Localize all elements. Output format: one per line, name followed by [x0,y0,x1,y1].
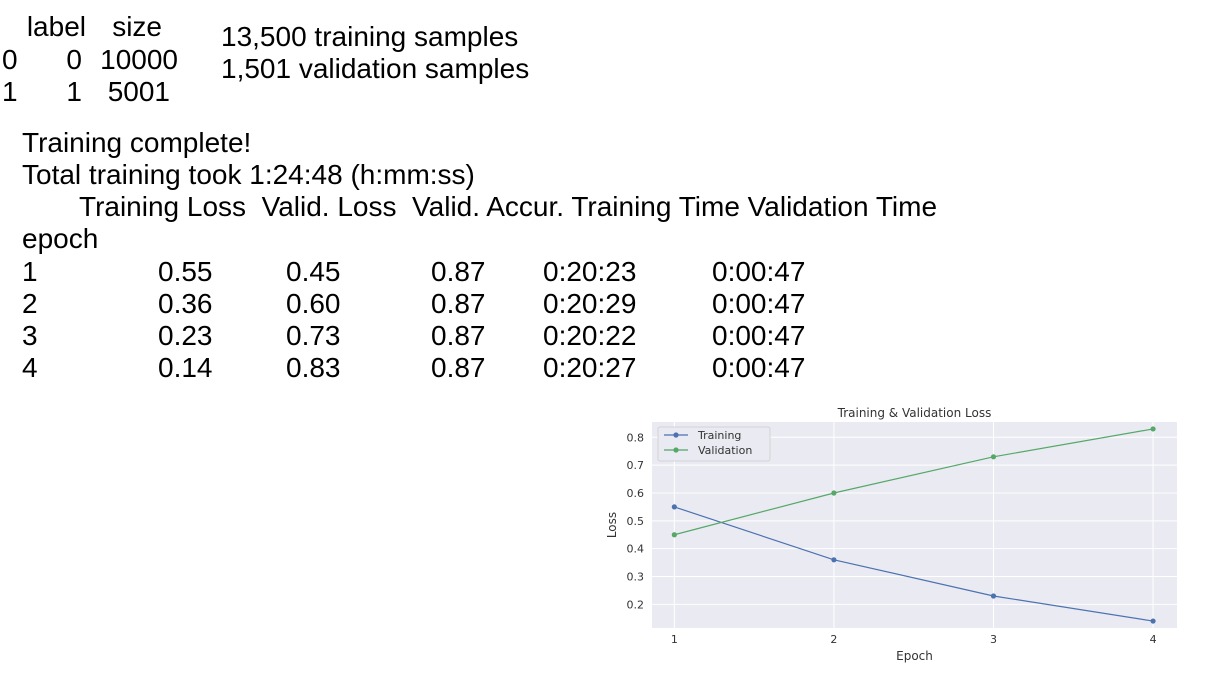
legend-swatch-marker [673,432,679,438]
df-row-index: 1 [2,76,18,107]
legend: Training Validation [657,426,771,462]
y-tick-label: 0.5 [627,515,645,528]
stats-cell-valid-loss: 0.83 [286,352,341,383]
validation-samples-text: 1,501 validation samples [221,53,530,84]
legend-swatch-marker [673,447,679,453]
x-tick-label: 1 [671,633,678,646]
stats-cell-epoch: 1 [22,256,38,287]
df-cell-size: 10000 [100,44,178,75]
stats-cell-train-loss: 0.14 [158,352,213,383]
data-point [1150,618,1156,624]
stats-cell-train-loss: 0.36 [158,288,213,319]
chart-title: Training & Validation Loss [837,406,992,420]
series-layer [671,426,1156,624]
tick-labels: 0.2 0.3 0.4 0.5 0.6 0.7 0.8 1 2 3 4 [627,431,1157,646]
stats-cell-train-time: 0:20:23 [543,256,637,287]
legend-item: Training [664,429,741,442]
legend-item: Validation [664,444,752,457]
stats-cell-train-time: 0:20:29 [543,288,637,319]
stats-cell-valid-loss: 0.60 [286,288,341,319]
training-complete-text: Training complete! [22,127,252,158]
y-tick-label: 0.3 [627,571,645,584]
stats-cell-valid-time: 0:00:47 [712,320,806,351]
stats-cell-valid-accur: 0.87 [431,256,486,287]
y-axis-label: Loss [605,512,619,538]
x-tick-label: 2 [830,633,837,646]
x-tick-label: 3 [990,633,997,646]
y-tick-label: 0.6 [627,487,645,500]
series-training [671,504,1156,624]
stats-index-name: epoch [22,223,99,254]
stats-cell-valid-loss: 0.73 [286,320,341,351]
legend-label: Validation [698,444,752,457]
stats-cell-valid-accur: 0.87 [431,288,486,319]
df-row-index: 0 [2,44,18,75]
data-point [831,490,837,496]
x-axis-label: Epoch [896,649,933,663]
stats-cell-train-loss: 0.55 [158,256,213,287]
stats-cell-epoch: 3 [22,320,38,351]
y-tick-label: 0.4 [627,543,645,556]
loss-line-chart: 0.2 0.3 0.4 0.5 0.6 0.7 0.8 1 2 3 4 Training & Val… [605,406,1177,663]
training-duration-text: Total training took 1:24:48 (h:mm:ss) [22,159,475,190]
data-point [1150,426,1156,432]
df-header-label: label [26,11,86,42]
stats-cell-epoch: 4 [22,352,38,383]
data-point [990,454,997,460]
data-point [831,557,837,563]
stats-cell-valid-accur: 0.87 [431,352,486,383]
data-point [671,504,677,510]
stats-cell-valid-time: 0:00:47 [712,288,806,319]
stats-cell-train-loss: 0.23 [158,320,213,351]
training-samples-text: 13,500 training samples [221,21,519,52]
stats-cell-valid-time: 0:00:47 [712,352,806,383]
series-line [674,506,1154,622]
y-tick-label: 0.8 [627,431,645,444]
stats-cell-valid-loss: 0.45 [286,256,341,287]
stats-cell-valid-accur: 0.87 [431,320,486,351]
df-header-size: size [112,11,162,42]
df-cell-label: 0 [66,44,82,75]
stats-cell-train-time: 0:20:27 [543,352,637,383]
stats-cell-valid-time: 0:00:47 [712,256,806,287]
x-tick-label: 4 [1150,633,1157,646]
df-cell-size: 5001 [107,76,170,107]
y-tick-label: 0.7 [627,459,645,472]
series-validation [671,426,1156,538]
data-point [990,593,997,599]
grid-lines [652,422,1177,628]
y-tick-label: 0.2 [627,598,645,611]
df-cell-label: 1 [66,76,82,107]
data-point [671,532,677,538]
legend-label: Training [697,429,741,442]
stats-cell-epoch: 2 [22,288,38,319]
stats-cell-train-time: 0:20:22 [543,320,637,351]
series-line [674,428,1154,536]
stats-header-line: Training Loss Valid. Loss Valid. Accur. … [79,191,938,222]
